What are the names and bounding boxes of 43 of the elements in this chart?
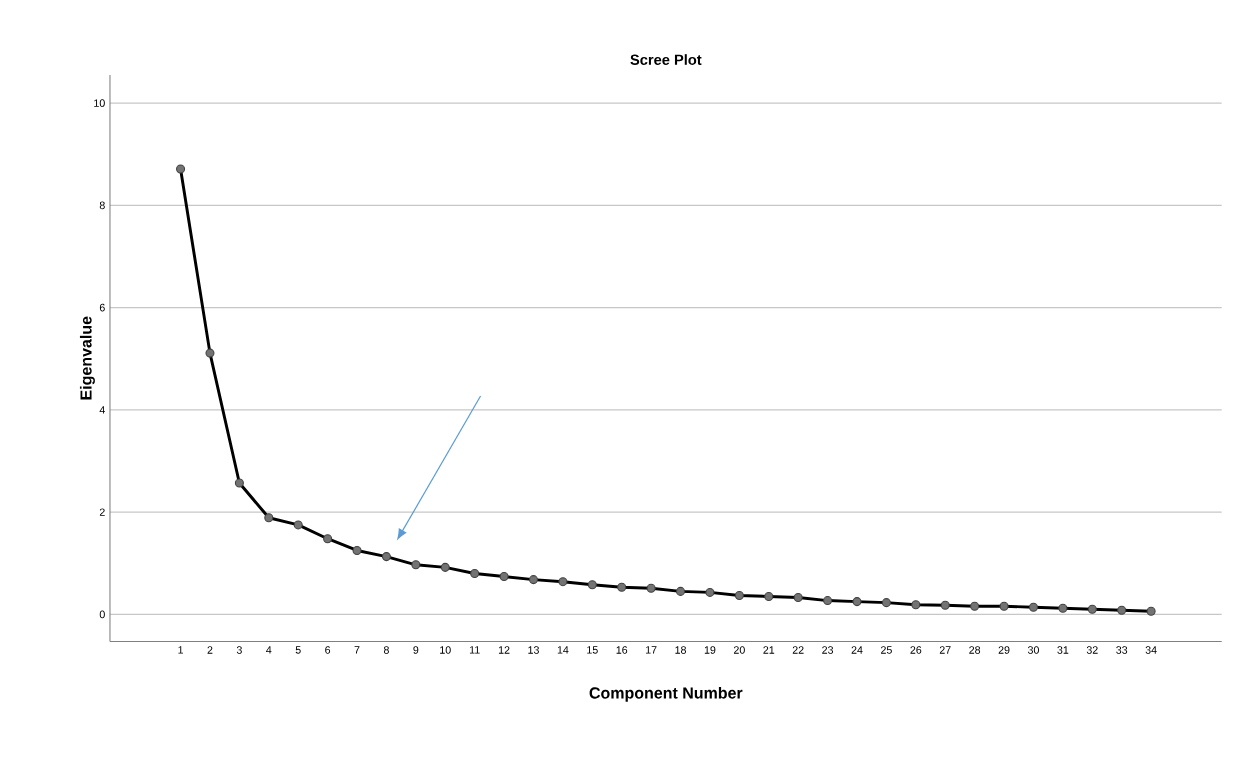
x-tick-label: 7 bbox=[354, 645, 360, 654]
x-tick-label: 18 bbox=[675, 645, 686, 654]
x-tick-label: 34 bbox=[1145, 645, 1157, 654]
x-tick-label: 26 bbox=[910, 645, 922, 654]
y-tick-label: 4 bbox=[99, 405, 105, 414]
x-tick-label: 32 bbox=[1086, 645, 1098, 654]
y-axis-title: Eigenvalue bbox=[79, 316, 95, 400]
x-tick-label: 27 bbox=[939, 645, 951, 654]
x-tick-label: 29 bbox=[998, 645, 1010, 654]
x-tick-label: 16 bbox=[616, 645, 628, 654]
y-tick-label: 6 bbox=[99, 303, 105, 312]
x-tick-label: 17 bbox=[646, 645, 657, 654]
x-tick-label: 25 bbox=[881, 645, 892, 654]
x-tick-label: 28 bbox=[969, 645, 981, 654]
x-tick-label: 5 bbox=[295, 645, 301, 654]
x-tick-label: 12 bbox=[498, 645, 510, 654]
x-tick-label: 19 bbox=[704, 645, 716, 654]
x-tick-label: 15 bbox=[587, 645, 598, 654]
y-tick-label: 2 bbox=[99, 508, 105, 516]
x-tick-label: 24 bbox=[851, 645, 863, 654]
chart-title: Scree Plot bbox=[630, 53, 702, 65]
x-tick-label: 10 bbox=[440, 645, 451, 654]
x-tick-label: 30 bbox=[1027, 645, 1039, 654]
x-tick-label: 22 bbox=[792, 645, 804, 654]
x-tick-label: 8 bbox=[383, 645, 389, 654]
x-tick-label: 11 bbox=[469, 645, 480, 654]
x-tick-label: 20 bbox=[733, 645, 745, 654]
x-tick-label: 33 bbox=[1116, 645, 1128, 654]
x-tick-label: 31 bbox=[1057, 645, 1069, 654]
x-tick-label: 21 bbox=[763, 645, 775, 654]
x-tick-label: 4 bbox=[266, 645, 272, 654]
y-tick-label: 10 bbox=[94, 99, 105, 107]
x-tick-label: 23 bbox=[822, 645, 834, 654]
x-tick-label: 9 bbox=[413, 645, 419, 654]
x-tick-label: 14 bbox=[557, 645, 569, 654]
x-tick-label: 1 bbox=[178, 645, 184, 654]
x-tick-label: 2 bbox=[207, 645, 213, 654]
y-tick-label: 8 bbox=[99, 201, 105, 209]
x-axis-title: Component Number bbox=[589, 686, 743, 702]
x-tick-label: 6 bbox=[325, 645, 331, 654]
x-tick-label: 3 bbox=[236, 645, 242, 654]
x-tick-label: 13 bbox=[528, 645, 539, 654]
y-tick-label: 0 bbox=[99, 610, 105, 618]
